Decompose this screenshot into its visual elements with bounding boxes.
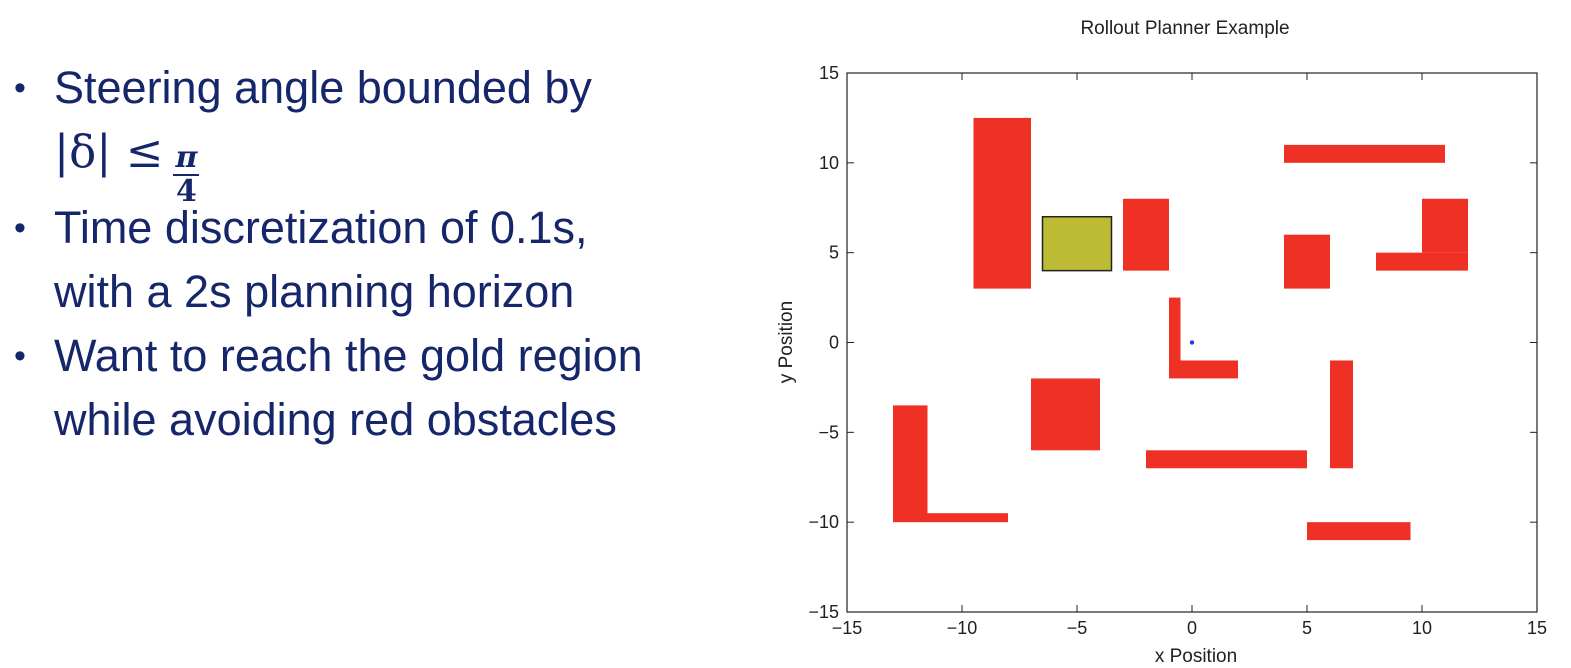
x-tick-label: 10	[1412, 618, 1432, 638]
bullet-text: Time discretization of 0.1s,	[54, 202, 588, 253]
obstacle-rect	[1307, 522, 1411, 541]
bullet-item: • Time discretization of 0.1s, with a 2s p…	[8, 196, 728, 324]
y-tick-label: −5	[818, 422, 839, 442]
obstacle-rect	[1123, 198, 1169, 271]
obstacle-rect	[1376, 252, 1468, 271]
bullet-text: Want to reach the gold region	[54, 330, 643, 381]
x-tick-label: −15	[832, 618, 863, 638]
plot-area: −15 −10 −5 0 5 10 15 −15 −10 −5 0 5 10 15	[808, 63, 1547, 638]
bullet-text: Steering angle bounded by	[54, 62, 592, 113]
obstacle-rect	[1031, 378, 1100, 451]
obstacle-rect	[1330, 360, 1353, 469]
fraction-numerator: π	[173, 140, 200, 176]
x-tick-label: −5	[1067, 618, 1088, 638]
fraction-denominator: 4	[175, 174, 197, 209]
rollout-planner-chart: Rollout Planner Example −15 −10 −5 0 5 10 15−1…	[776, 18, 1547, 667]
y-tick-label: 15	[819, 63, 839, 83]
obstacle-rect	[893, 405, 928, 523]
x-tick-label: 0	[1187, 618, 1197, 638]
obstacle-rect	[1169, 297, 1181, 379]
obstacle-rect	[1284, 234, 1330, 289]
obstacle-rect	[1146, 450, 1307, 469]
bullet-dot: •	[14, 337, 26, 375]
x-tick-label: −10	[947, 618, 978, 638]
vehicle-point	[1189, 340, 1195, 345]
bullet-dot: •	[14, 69, 26, 107]
y-tick-label: 10	[819, 153, 839, 173]
y-tick-label: 5	[829, 243, 839, 263]
bullet-dot: •	[14, 209, 26, 247]
x-tick-label: 5	[1302, 618, 1312, 638]
formula-left: |δ| ≤	[54, 125, 164, 178]
bullet-text: with a 2s planning horizon	[54, 266, 575, 317]
obstacle-rect	[1284, 144, 1445, 163]
x-tick-label: 15	[1527, 618, 1547, 638]
obstacle-rect	[1422, 198, 1468, 253]
bullet-item: • Want to reach the gold region while avoi…	[8, 324, 728, 452]
y-axis-label: y Position	[776, 301, 797, 383]
y-tick-label: −10	[808, 512, 839, 532]
obstacle-rect	[973, 117, 1031, 289]
x-axis-label: x Position	[1155, 646, 1237, 667]
y-tick-label: −15	[808, 602, 839, 622]
obstacle-rect	[1180, 360, 1238, 379]
bullet-list: • Steering angle bounded by |δ| ≤ π 4 • Time d…	[8, 56, 728, 452]
y-tick-label: 0	[829, 333, 839, 353]
bullet-text: while avoiding red obstacles	[54, 394, 617, 445]
bullet-item: • Steering angle bounded by |δ| ≤ π 4	[8, 56, 728, 208]
steering-bound-formula: |δ| ≤ π 4	[54, 120, 728, 208]
goal-region	[1041, 215, 1113, 272]
obstacle-rect	[927, 513, 1008, 523]
chart-title: Rollout Planner Example	[1080, 18, 1289, 39]
